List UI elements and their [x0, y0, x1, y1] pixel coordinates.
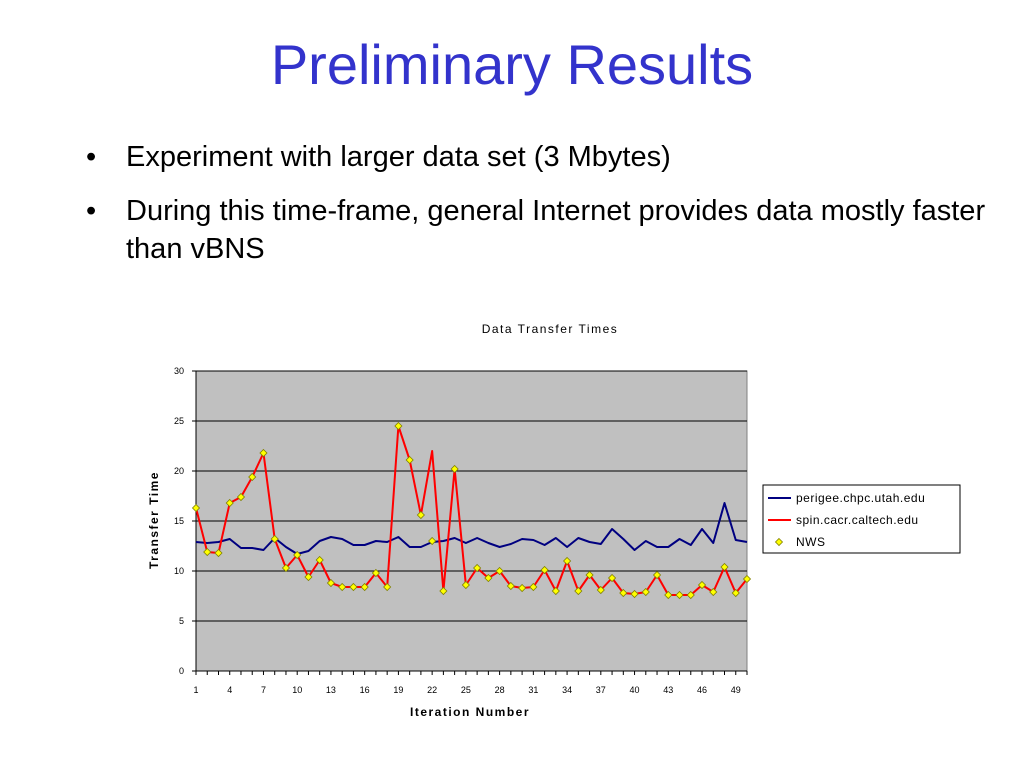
data-point-marker — [326, 578, 336, 588]
slide-title: Preliminary Results — [270, 33, 754, 96]
x-tick-label: 4 — [227, 685, 232, 695]
series-line-perigee.chpc.utah.edu — [195, 502, 748, 555]
data-point-marker — [731, 588, 740, 598]
data-point-marker — [686, 590, 695, 600]
x-tick-label: 1 — [193, 685, 198, 695]
y-axis-label: Transfer Time — [147, 471, 161, 569]
x-tick-label: 16 — [360, 685, 370, 695]
data-point-marker — [709, 587, 718, 597]
data-point-marker — [270, 534, 279, 544]
data-point-marker — [518, 583, 527, 593]
data-point-marker — [360, 582, 369, 592]
x-tick-label: 31 — [528, 685, 538, 695]
legend-label: spin.cacr.caltech.edu — [796, 513, 919, 527]
x-tick-label: 40 — [630, 685, 640, 695]
x-tick-label: 43 — [663, 685, 673, 695]
data-point-marker — [630, 589, 639, 599]
legend-label: NWS — [796, 535, 826, 549]
y-tick-label: 20 — [174, 466, 184, 476]
data-point-marker — [338, 582, 347, 592]
data-point-marker — [293, 550, 302, 560]
y-tick-label: 25 — [174, 416, 184, 426]
data-point-marker — [720, 562, 729, 572]
x-tick-label: 34 — [562, 685, 572, 695]
x-tick-label: 49 — [731, 685, 741, 695]
bullet-text: Experiment with larger data set (3 Mbyte… — [126, 141, 671, 173]
data-point-marker — [259, 448, 268, 458]
bullet-dot-icon: • — [86, 195, 97, 227]
bullet-item: • During this time-frame, general Intern… — [86, 192, 986, 268]
data-point-marker — [529, 582, 538, 592]
y-tick-label: 30 — [174, 366, 184, 376]
data-point-marker — [315, 555, 324, 565]
data-point-marker — [236, 492, 246, 502]
data-point-marker — [506, 581, 515, 591]
x-tick-label: 13 — [326, 685, 336, 695]
data-point-marker — [697, 580, 707, 590]
x-axis-label: Iteration Number — [410, 705, 530, 719]
data-point-marker — [473, 563, 482, 573]
bullet-text: During this time-frame, general Internet… — [126, 195, 986, 265]
data-point-marker — [551, 586, 560, 596]
bullet-item: • Experiment with larger data set (3 Mby… — [86, 138, 986, 176]
data-point-marker — [540, 565, 549, 575]
data-point-marker — [405, 455, 414, 465]
data-point-marker — [596, 585, 605, 595]
data-point-marker — [574, 586, 583, 596]
data-point-marker — [607, 573, 617, 583]
data-point-marker — [383, 582, 392, 592]
data-point-marker — [484, 573, 493, 583]
data-point-marker — [225, 498, 234, 508]
x-tick-label: 46 — [697, 685, 707, 695]
x-tick-label: 25 — [461, 685, 471, 695]
x-tick-label: 19 — [393, 685, 403, 695]
data-point-marker — [416, 510, 425, 520]
data-point-marker — [652, 570, 662, 580]
data-point-marker — [641, 587, 650, 597]
x-tick-label: 10 — [292, 685, 302, 695]
y-tick-label: 10 — [174, 566, 184, 576]
y-tick-label: 0 — [179, 666, 184, 676]
chart-title: Data Transfer Times — [482, 322, 619, 336]
bullet-list: • Experiment with larger data set (3 Mby… — [86, 138, 986, 284]
legend-label: perigee.chpc.utah.edu — [796, 491, 925, 505]
x-tick-label: 37 — [596, 685, 606, 695]
x-tick-label: 28 — [495, 685, 505, 695]
bullet-dot-icon: • — [86, 141, 97, 173]
data-point-marker — [203, 547, 212, 557]
data-point-marker — [664, 590, 673, 600]
data-point-marker — [585, 570, 594, 580]
data-point-marker — [191, 503, 201, 513]
data-point-marker — [304, 572, 313, 582]
data-point-marker — [349, 582, 358, 592]
data-point-marker — [248, 472, 257, 482]
data-point-marker — [450, 464, 459, 474]
y-tick-label: 5 — [179, 616, 184, 626]
data-point-marker — [439, 586, 448, 596]
data-point-marker — [742, 574, 752, 584]
legend-box — [762, 484, 961, 554]
data-point-marker — [281, 563, 291, 573]
data-point-marker — [495, 566, 504, 576]
data-point-marker — [675, 590, 684, 600]
data-point-marker — [461, 580, 470, 590]
x-tick-label: 7 — [261, 685, 266, 695]
data-point-marker — [428, 536, 437, 546]
legend-marker — [774, 537, 784, 547]
data-point-marker — [394, 421, 403, 431]
x-tick-label: 22 — [427, 685, 437, 695]
data-point-marker — [563, 556, 572, 566]
data-point-marker — [371, 568, 380, 578]
data-point-marker — [214, 548, 223, 558]
y-tick-label: 15 — [174, 516, 184, 526]
data-point-marker — [619, 588, 628, 598]
